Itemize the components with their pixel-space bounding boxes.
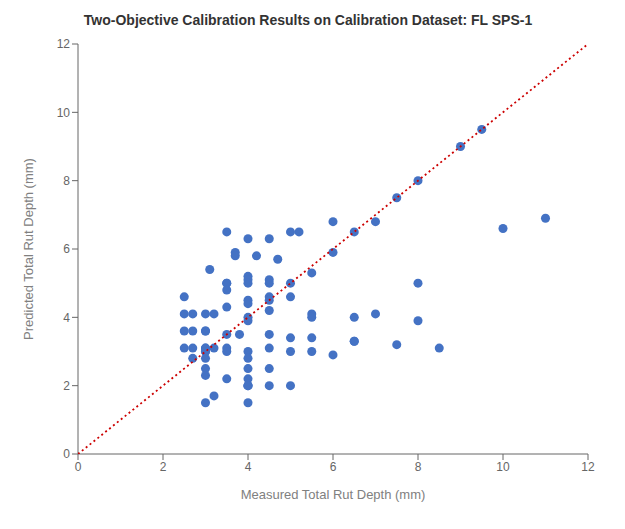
svg-text:2: 2 [63,379,70,393]
svg-text:12: 12 [57,37,71,51]
svg-text:0: 0 [63,447,70,461]
svg-text:Predicted Total Rut Depth (mm): Predicted Total Rut Depth (mm) [21,158,36,340]
svg-text:12: 12 [581,460,595,474]
svg-text:8: 8 [63,174,70,188]
svg-text:2: 2 [160,460,167,474]
svg-text:8: 8 [415,460,422,474]
svg-text:6: 6 [63,242,70,256]
html-text:Two-Objective Calibration Resu: Two-Objective Calibration Results on Cal… [83,12,533,28]
svg-text:6: 6 [330,460,337,474]
svg-text:10: 10 [496,460,510,474]
svg-text:0: 0 [75,460,82,474]
svg-text:4: 4 [245,460,252,474]
svg-text:4: 4 [63,311,70,325]
svg-text:Measured Total Rut Depth (mm): Measured Total Rut Depth (mm) [241,487,426,502]
svg-text:10: 10 [57,106,71,120]
